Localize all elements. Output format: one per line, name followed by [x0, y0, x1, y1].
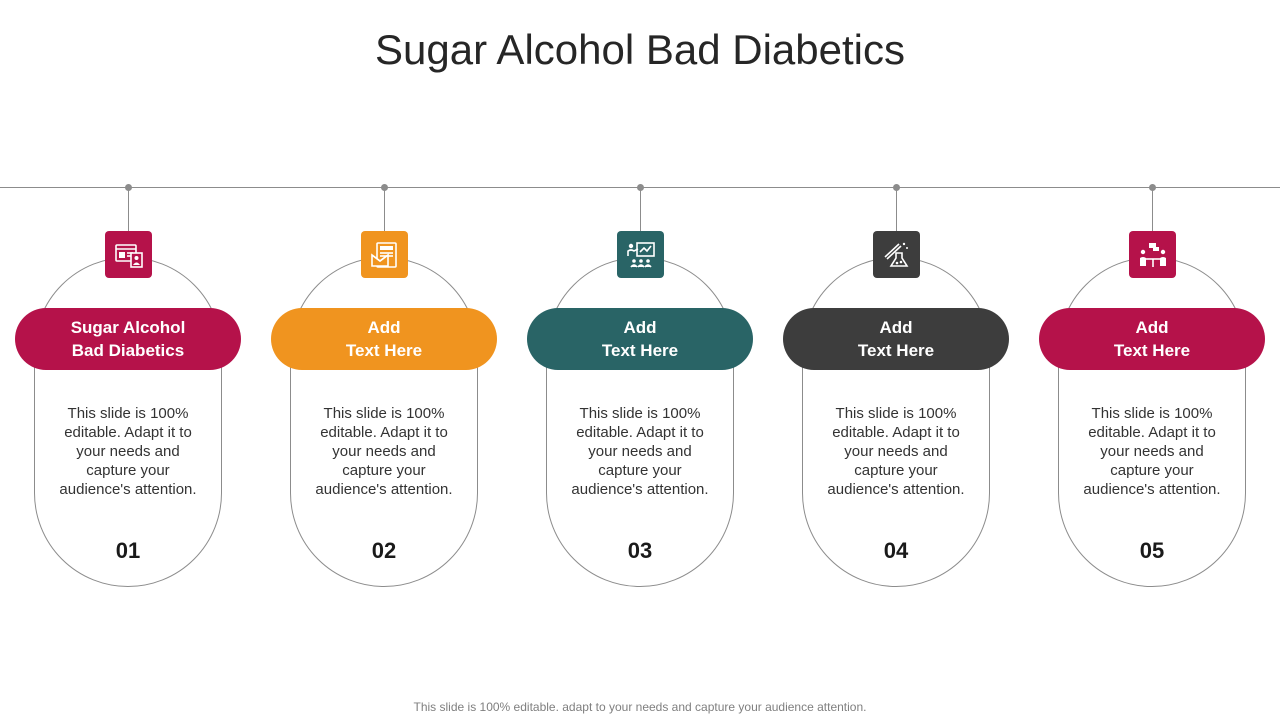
connector-stem — [384, 187, 385, 231]
step-card-2: Add Text Here This slide is 100% editabl… — [256, 184, 512, 597]
step-card-5: Add Text Here This slide is 100% editabl… — [1024, 184, 1280, 597]
step-description: This slide is 100% editable. Adapt it to… — [59, 405, 197, 498]
connector-stem — [896, 187, 897, 231]
connector-dot — [1149, 184, 1156, 191]
step-label: Add Text Here — [783, 308, 1009, 370]
step-label: Add Text Here — [1039, 308, 1265, 370]
step-label: Add Text Here — [527, 308, 753, 370]
connector-dot — [637, 184, 644, 191]
lab-flask-icon — [873, 231, 920, 278]
step-label: Sugar Alcohol Bad Diabetics — [15, 308, 241, 370]
step-card-1: Sugar Alcohol Bad Diabetics This slide i… — [0, 184, 256, 597]
step-description: This slide is 100% editable. Adapt it to… — [571, 405, 709, 498]
step-number: 01 — [115, 538, 141, 563]
connector-dot — [893, 184, 900, 191]
step-description: This slide is 100% editable. Adapt it to… — [315, 405, 453, 498]
step-number: 04 — [883, 538, 909, 563]
step-description: This slide is 100% editable. Adapt it to… — [827, 405, 965, 498]
slide-title: Sugar Alcohol Bad Diabetics — [375, 26, 905, 73]
step-card-3: Add Text Here This slide is 100% editabl… — [512, 184, 768, 597]
connector-stem — [1152, 187, 1153, 231]
presentation-icon — [617, 231, 664, 278]
step-number: 03 — [627, 538, 653, 563]
connector-stem — [128, 187, 129, 231]
step-label: Add Text Here — [271, 308, 497, 370]
footer-note: This slide is 100% editable. adapt to yo… — [413, 700, 867, 714]
web-profile-icon — [105, 231, 152, 278]
connector-dot — [381, 184, 388, 191]
step-number: 02 — [371, 538, 397, 563]
meeting-icon — [1129, 231, 1176, 278]
step-description: This slide is 100% editable. Adapt it to… — [1083, 405, 1221, 498]
connector-stem — [640, 187, 641, 231]
step-number: 05 — [1139, 538, 1165, 563]
connector-dot — [125, 184, 132, 191]
step-card-4: Add Text Here This slide is 100% editabl… — [768, 184, 1024, 597]
newspaper-icon — [361, 231, 408, 278]
